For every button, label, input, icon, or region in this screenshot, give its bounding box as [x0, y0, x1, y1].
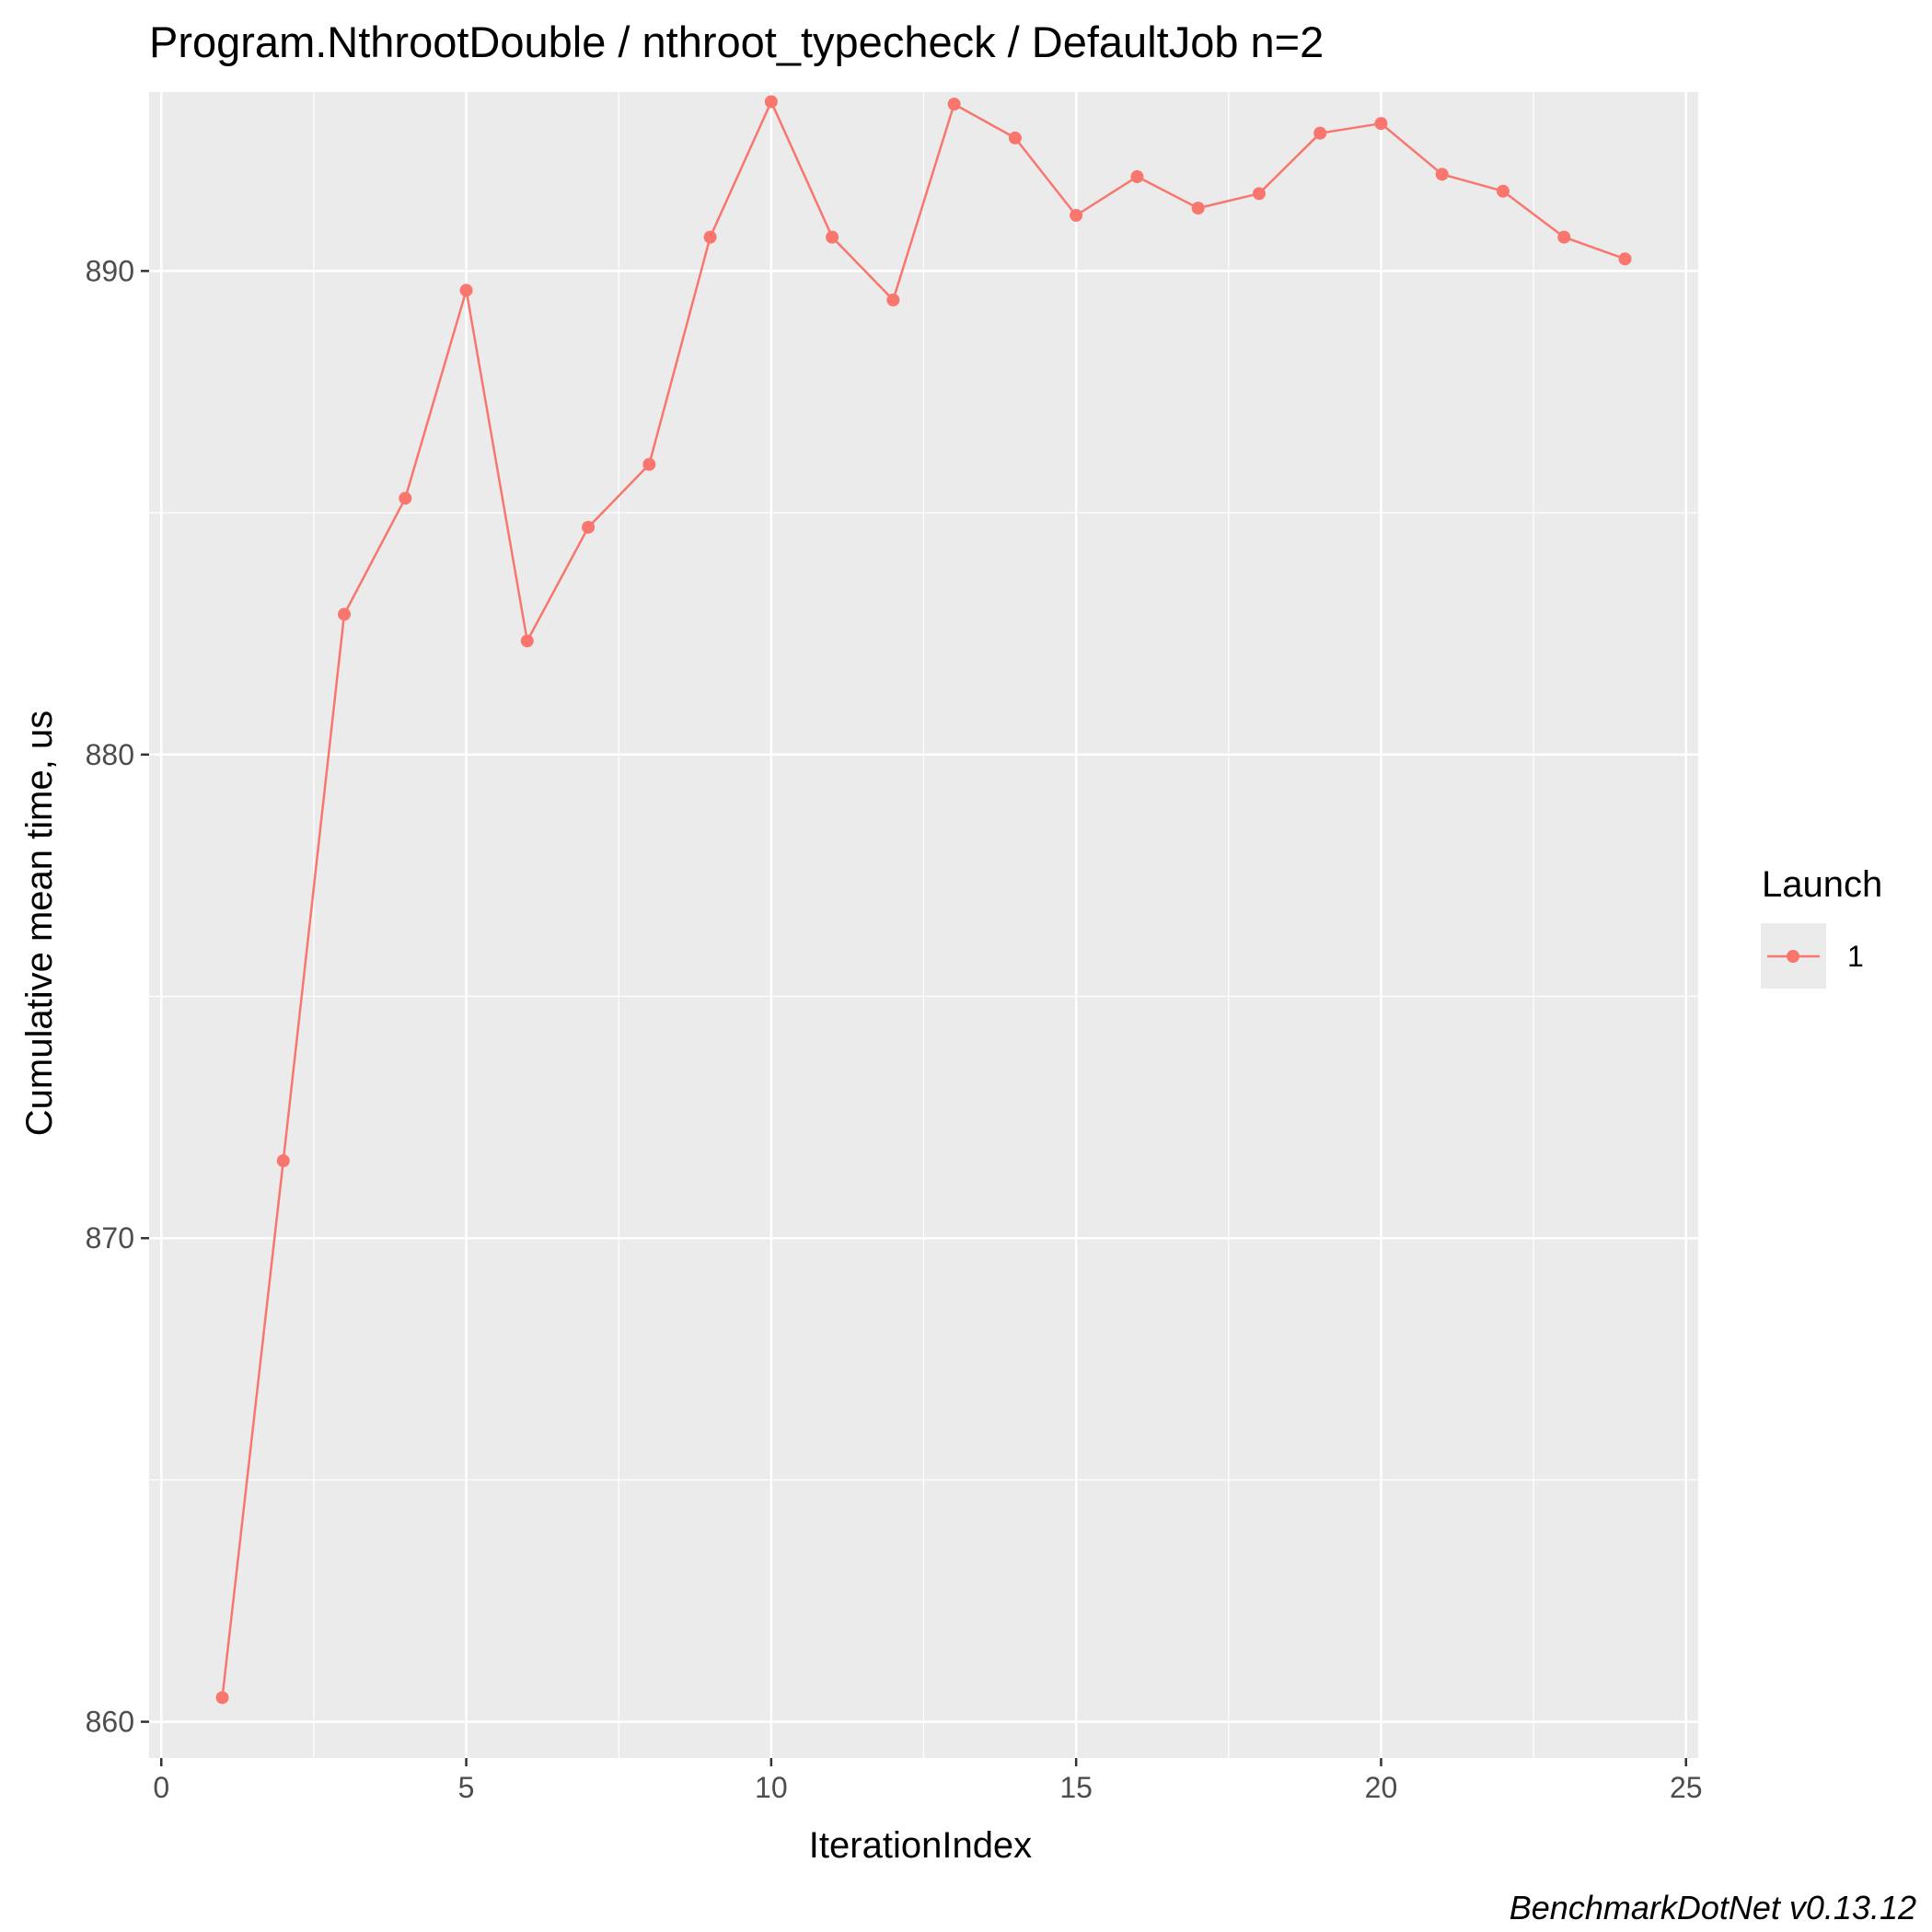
legend-key-point	[1787, 950, 1799, 963]
x-axis-title: IterationIndex	[809, 1825, 1032, 1866]
data-point	[215, 1691, 229, 1705]
data-point	[459, 283, 473, 297]
data-point	[947, 98, 961, 111]
x-tick-label: 10	[755, 1771, 788, 1804]
data-point	[1557, 230, 1571, 244]
data-point	[826, 230, 839, 244]
data-point	[582, 520, 596, 534]
y-tick-label: 880	[86, 738, 134, 771]
x-tick-label: 5	[458, 1771, 475, 1804]
y-axis-ticks: 860 870 880 890	[86, 254, 149, 1739]
x-tick-label: 15	[1059, 1771, 1093, 1804]
data-point	[338, 607, 352, 621]
data-point	[1191, 202, 1205, 215]
x-tick-label: 0	[153, 1771, 169, 1804]
data-point	[276, 1154, 290, 1168]
data-point	[703, 230, 717, 244]
chart-title: Program.NthrootDouble / nthroot_typechec…	[149, 17, 1324, 66]
y-tick-label: 890	[86, 254, 134, 287]
data-point	[886, 293, 900, 307]
grid-major	[149, 92, 1698, 1758]
series-line	[221, 100, 1625, 1698]
data-point	[1130, 169, 1144, 183]
data-point	[1618, 252, 1632, 266]
data-point	[764, 95, 778, 109]
data-point	[1008, 131, 1022, 145]
y-axis-title: Cumulative mean time, us	[19, 711, 60, 1136]
caption: BenchmarkDotNet v0.13.12	[1510, 1889, 1916, 1926]
x-tick-label: 20	[1365, 1771, 1398, 1804]
data-point	[520, 634, 534, 648]
y-tick-label: 860	[86, 1706, 134, 1739]
y-tick-label: 870	[86, 1221, 134, 1255]
data-point	[1496, 184, 1510, 198]
legend: Launch 1	[1761, 864, 1882, 989]
data-point	[1070, 208, 1083, 222]
x-axis-ticks: 0 5 10 15 20 25	[153, 1758, 1703, 1804]
data-point	[1252, 187, 1266, 201]
data-point	[1435, 168, 1449, 181]
legend-title: Launch	[1762, 864, 1882, 905]
legend-label: 1	[1847, 940, 1864, 973]
data-point	[1313, 126, 1327, 140]
data-point	[642, 457, 656, 471]
x-tick-label: 25	[1670, 1771, 1703, 1804]
data-point	[399, 492, 412, 505]
series-layer	[215, 95, 1632, 1705]
data-point	[1374, 117, 1388, 131]
grid-minor	[149, 92, 1698, 1758]
